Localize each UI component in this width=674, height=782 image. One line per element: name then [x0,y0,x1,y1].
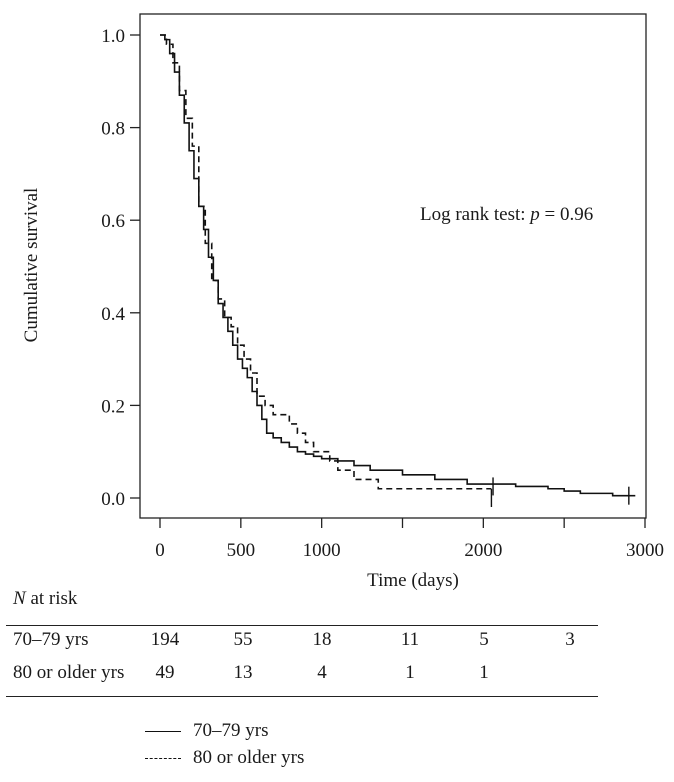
y-tick-label-4: 0.8 [101,119,125,140]
logrank-value: = 0.96 [540,204,593,225]
risk-table-bottom-rule [6,696,598,697]
risk-count-r2-c2: 13 [233,662,253,683]
legend-item-70-79: 70–79 yrs [145,719,268,743]
risk-table-title-rest: at risk [25,588,78,609]
x-tick-label-3000: 3000 [626,540,664,561]
logrank-prefix: Log rank test: [420,204,530,225]
y-tick-label-1: 0.2 [101,396,125,417]
risk-table-title-n: N [13,588,26,609]
risk-table-title: N at risk [13,588,77,610]
risk-count-r2-c4: 1 [405,662,415,683]
x-axis-title: Time (days) [367,570,459,591]
plot-frame [139,13,647,519]
legend-label-80-plus: 80 or older yrs [193,747,305,768]
legend-item-80-plus: 80 or older yrs [145,746,304,770]
tick-layer: 0 500 1000 2000 3000 0.0 0.2 0.4 0.6 0.8 1.0 [101,26,664,561]
risk-count-r2-c5: 1 [479,662,489,683]
y-tick-label-3: 0.6 [101,211,125,232]
risk-row-label-2: 80 or older yrs [13,662,125,683]
risk-table-top-rule [6,625,598,626]
x-tick-label-0: 0 [155,540,165,561]
y-tick-label-5: 1.0 [101,26,125,47]
risk-count-r1-c2: 55 [233,629,253,650]
legend-swatch-solid [145,730,181,732]
legend-swatch-dashed [145,757,181,759]
risk-count-r1-c3: 18 [312,629,332,650]
risk-count-r2-c1: 49 [155,662,175,683]
risk-count-r1-c1: 194 [150,629,180,650]
y-tick-label-2: 0.4 [101,304,125,325]
logrank-variable: p [528,204,540,225]
y-tick-label-0: 0.0 [101,489,125,510]
risk-row-label-1: 70–79 yrs [13,629,89,650]
logrank-annotation: Log rank test: p = 0.96 [420,204,593,225]
x-tick-label-500: 500 [227,540,256,561]
risk-count-r1-c6: 3 [565,629,575,650]
risk-count-r1-c4: 11 [400,629,420,650]
survival-curve-80-plus [160,34,492,490]
survival-curve-70-79 [160,34,629,497]
x-tick-label-2000: 2000 [464,540,502,561]
risk-count-r2-c3: 4 [317,662,327,683]
y-axis-title: Cumulative survival [21,188,42,343]
risk-count-r1-c5: 5 [479,629,489,650]
series-layer [160,34,636,507]
x-tick-label-1000: 1000 [303,540,341,561]
legend-label-70-79: 70–79 yrs [193,720,269,741]
